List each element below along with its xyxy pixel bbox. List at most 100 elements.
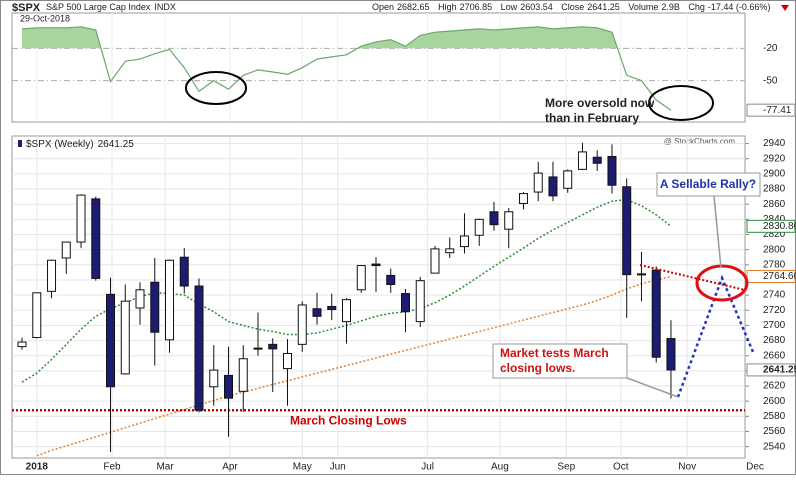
last-value-label: 2641.25 <box>763 365 796 376</box>
annotation: closing lows. <box>500 361 575 375</box>
y-tick-label: 2700 <box>763 320 786 331</box>
circle <box>695 264 749 302</box>
legend-icon <box>18 140 22 147</box>
candle-body <box>371 263 381 267</box>
last-value-box <box>746 219 796 233</box>
last-value-box <box>746 363 796 377</box>
y-tick-label: 2540 <box>763 441 786 452</box>
candle-body <box>327 305 337 311</box>
y-tick-label: -20 <box>763 43 778 54</box>
credit: @ StockCharts.com <box>664 137 736 146</box>
annotation: than in February <box>545 111 639 125</box>
candle-body <box>459 235 469 248</box>
candle-body <box>592 156 602 164</box>
candle-body <box>253 347 263 350</box>
y-tick-label: 2940 <box>763 138 786 149</box>
candle-body <box>445 248 455 254</box>
x-tick-label: Mar <box>156 462 174 473</box>
candle-body <box>268 343 278 350</box>
annotation: More oversold now <box>545 96 655 110</box>
y-tick-label: 2820 <box>763 229 786 240</box>
y-tick-label: 2660 <box>763 350 786 361</box>
x-tick-label: Jun <box>330 462 346 473</box>
candle-body <box>150 281 160 333</box>
label: High <box>438 2 457 12</box>
y-tick-label: 2900 <box>763 169 786 180</box>
candle-body <box>179 256 189 287</box>
y-tick-label: 2600 <box>763 396 786 407</box>
legend: $SPX (Weekly) 2641.25 <box>26 139 134 150</box>
candle-body <box>356 265 366 291</box>
candle-body <box>312 308 322 317</box>
x-tick-label: 2018 <box>26 462 49 473</box>
label: Close <box>561 2 584 12</box>
candle-body <box>386 274 396 285</box>
x-tick-label: Nov <box>678 462 696 473</box>
y-tick-label: 2740 <box>763 290 786 301</box>
down-arrow <box>781 5 789 11</box>
y-tick-label: 2920 <box>763 153 786 164</box>
reference-label: March Closing Lows <box>290 413 407 427</box>
callout-box <box>492 343 628 379</box>
last-value-label: 2764.60 <box>763 271 796 282</box>
x-tick-label: Dec <box>746 462 764 473</box>
candle-body <box>32 292 42 339</box>
candle-body <box>666 338 676 371</box>
name: S&P 500 Large Cap Index <box>46 2 151 12</box>
y-tick-label: 2800 <box>763 244 786 255</box>
candle-body <box>489 211 499 226</box>
label: Open <box>372 2 394 12</box>
annotations: More oversold now than in February A Sel… <box>185 71 761 398</box>
trend-line <box>639 264 746 291</box>
projection <box>676 274 755 398</box>
candle-body <box>297 304 307 345</box>
candle-body <box>636 273 646 276</box>
candle-body <box>563 170 573 189</box>
last-value-box <box>746 269 796 283</box>
x-tick-label: Apr <box>222 462 238 473</box>
ohlc-summary: Open 2682.65 High 2706.85 Low 2603.54 Close… <box>372 2 770 12</box>
indicator-line <box>21 26 672 111</box>
legend-value: 2641.25 <box>98 139 135 150</box>
y-tick-label: 2560 <box>763 426 786 437</box>
label: Chg <box>688 2 705 12</box>
indicator-panel <box>11 12 746 123</box>
candle-body <box>518 193 528 204</box>
plot: -20-50-77.412540256025802600262026402660… <box>12 13 796 473</box>
candle-body <box>651 269 661 358</box>
moving-average <box>36 275 672 457</box>
y-tick-label: 2860 <box>763 199 786 210</box>
x-tick-label: Aug <box>491 462 509 473</box>
value: 2.9B <box>661 2 680 12</box>
circle <box>648 85 714 121</box>
candle-body <box>430 248 440 274</box>
value: 2682.65 <box>397 2 430 12</box>
circle <box>185 71 247 105</box>
candle-body <box>224 374 234 399</box>
candle-body <box>622 186 632 276</box>
candle-body <box>341 299 351 323</box>
pointer <box>626 377 679 398</box>
annotation: A Sellable Rally? <box>660 177 756 191</box>
value: -17.44 (-0.66%) <box>708 2 771 12</box>
last-value-label: 2830.80 <box>763 221 796 232</box>
candle-body <box>76 194 86 243</box>
candle-body <box>106 293 116 388</box>
last-value-box <box>746 103 796 117</box>
y-tick-label: -50 <box>763 75 778 86</box>
legend-label: $SPX (Weekly) <box>26 139 94 150</box>
candle-body <box>548 176 558 197</box>
y-tick-label: 2620 <box>763 381 786 392</box>
label: Low <box>501 2 518 12</box>
y-tick-label: 2780 <box>763 259 786 270</box>
x-tick-label: Feb <box>103 462 121 473</box>
y-tick-label: 2840 <box>763 214 786 225</box>
candle-body <box>577 151 587 170</box>
shade-area <box>22 26 671 49</box>
label: Volume <box>628 2 658 12</box>
x-tick-label: Oct <box>613 462 629 473</box>
y-tick-label: 2580 <box>763 411 786 422</box>
candle-body <box>504 211 514 230</box>
